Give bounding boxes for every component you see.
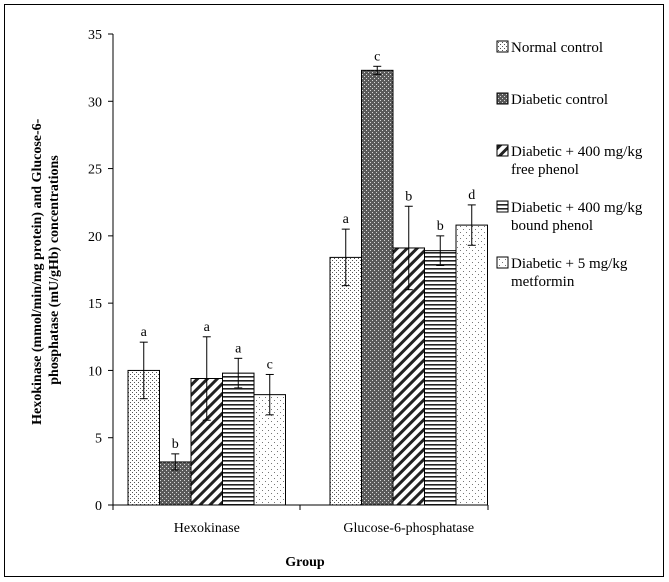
bar (361, 69, 394, 506)
significance-letter: b (172, 437, 179, 452)
legend-label: metformin (511, 274, 575, 290)
legend-label: bound phenol (511, 218, 593, 234)
legend: Normal control Diabetic control Diabetic +… (496, 40, 643, 290)
y-tick-label: 15 (88, 297, 102, 312)
y-tick-label: 10 (88, 364, 102, 379)
x-axis-title: Group (285, 555, 325, 570)
legend-label: free phenol (511, 162, 579, 178)
legend-swatch (496, 40, 509, 53)
legend-swatch (496, 144, 509, 157)
legend-swatch (496, 200, 509, 213)
bar (127, 369, 160, 506)
significance-labels: a a b c a b a b c d (141, 49, 476, 452)
y-tick-label: 25 (88, 163, 102, 178)
y-axis: 0 5 10 15 20 25 30 35 (88, 28, 114, 514)
x-axis: Hexokinase Glucose-6-phosphatase (112, 504, 489, 536)
significance-letter: a (141, 325, 148, 340)
bar (329, 256, 362, 506)
bar (455, 224, 488, 506)
legend-item: Diabetic + 400 mg/kg bound phenol (496, 200, 643, 234)
y-axis-title-line-1: Hexokinase (mmol/min/mg protein) and Glu… (30, 118, 45, 425)
legend-item: Diabetic + 400 mg/kg free phenol (496, 144, 643, 178)
significance-letter: c (374, 49, 380, 64)
bar (392, 247, 425, 506)
legend-item: Diabetic control (496, 92, 608, 108)
y-tick-label: 5 (95, 432, 102, 447)
legend-item: Diabetic + 5 mg/kg metformin (496, 256, 628, 290)
bar (253, 394, 286, 506)
significance-letter: c (267, 357, 273, 372)
x-category-label: Glucose-6-phosphatase (343, 521, 474, 536)
y-tick-label: 0 (95, 499, 102, 514)
bar (222, 372, 255, 506)
significance-letter: a (235, 341, 242, 356)
bars (127, 69, 488, 506)
significance-letter: a (343, 212, 350, 227)
y-axis-title: Hexokinase (mmol/min/mg protein) and Glu… (30, 115, 62, 425)
legend-label: Diabetic + 400 mg/kg (511, 200, 643, 216)
legend-label: Normal control (511, 40, 603, 56)
y-tick-label: 30 (88, 95, 102, 110)
significance-letter: a (204, 320, 211, 335)
y-tick-label: 20 (88, 230, 102, 245)
error-bars (139, 65, 476, 471)
legend-swatch (496, 256, 509, 269)
legend-label: Diabetic control (511, 92, 608, 108)
legend-swatch (496, 92, 509, 105)
significance-letter: b (437, 219, 444, 234)
significance-letter: b (405, 189, 412, 204)
y-axis-title-line-2: phosphatase (mU/gHb) concentrations (47, 155, 62, 385)
y-tick-label: 35 (88, 28, 102, 43)
legend-item: Normal control (496, 40, 603, 56)
legend-label: Diabetic + 400 mg/kg (511, 144, 643, 160)
legend-label: Diabetic + 5 mg/kg (511, 256, 628, 272)
significance-letter: d (468, 188, 475, 203)
bar (424, 250, 457, 506)
x-category-label: Hexokinase (174, 521, 240, 536)
